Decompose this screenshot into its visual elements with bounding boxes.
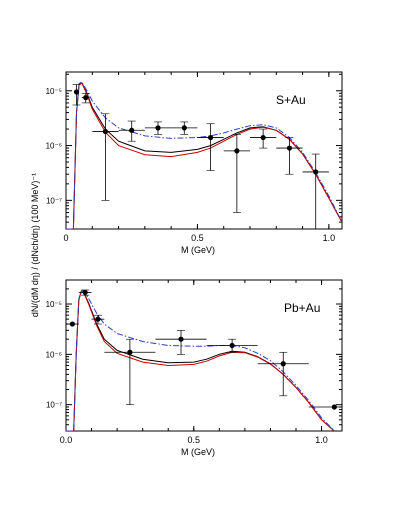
data-point: [276, 137, 303, 175]
shared-y-axis-label: dN/(dM dη) / (dNch/dη) (100 MeV)⁻¹: [30, 173, 40, 317]
data-marker: [83, 95, 89, 101]
data-marker: [102, 128, 109, 135]
x-tick-label: 1.0: [315, 435, 328, 445]
data-marker: [178, 336, 184, 342]
y-tick-label: 10⁻⁶: [46, 142, 62, 151]
data-point: [144, 121, 172, 135]
data-point: [104, 338, 156, 405]
data-marker: [331, 404, 337, 410]
y-tick-label: 10⁻⁵: [46, 87, 62, 96]
data-point: [118, 120, 145, 142]
data-point: [171, 121, 198, 135]
series-line-1: [66, 82, 342, 229]
data-point: [308, 404, 342, 410]
panel-pb-au: 0.0 0.5 1.0 10⁻⁷ 10⁻⁶ 10⁻⁵ M (GeV) Pb+Au: [46, 279, 343, 457]
data-marker: [207, 134, 214, 141]
data-marker: [280, 361, 286, 367]
data-point: [250, 128, 277, 149]
y-tick-label: 10⁻⁵: [46, 300, 62, 309]
x-tick-label: 0: [63, 233, 68, 243]
series-line-2: [66, 81, 342, 229]
x-tick-label: 0.5: [188, 435, 201, 445]
series-line-2: [66, 289, 335, 431]
panel-label: Pb+Au: [284, 301, 320, 315]
data-marker: [260, 134, 266, 141]
x-tick-label: 0.0: [60, 435, 73, 445]
x-tick-label: 0.5: [191, 233, 204, 243]
data-point: [72, 84, 81, 106]
data-marker: [229, 342, 235, 349]
data-point: [257, 351, 309, 397]
data-point: [155, 330, 207, 355]
data-marker: [129, 127, 135, 133]
data-point: [206, 338, 258, 353]
panel-s-au: 0 0.5 1.0 10⁻⁷ 10⁻⁶ 10⁻⁵ M (GeV) S+Au: [46, 71, 343, 255]
data-marker: [313, 169, 319, 175]
y-tick-label: 10⁻⁷: [46, 196, 62, 205]
panel-label: S+Au: [276, 93, 306, 107]
data-point: [66, 321, 79, 327]
data-point: [78, 289, 92, 296]
data-point: [91, 314, 105, 325]
data-point: [92, 113, 119, 201]
data-marker: [155, 125, 161, 131]
data-point: [223, 134, 250, 213]
y-tick-label: 10⁻⁶: [46, 350, 62, 359]
data-point: [302, 153, 329, 229]
data-marker: [95, 316, 101, 322]
data-marker: [286, 145, 293, 151]
data-marker: [69, 321, 75, 327]
data-marker: [82, 289, 88, 296]
x-axis-label: M (GeV): [181, 245, 215, 255]
data-marker: [234, 148, 240, 154]
x-tick-label: 1.0: [323, 233, 336, 243]
data-marker: [127, 349, 133, 355]
plot-frame: [65, 279, 343, 432]
data-point: [197, 123, 224, 171]
data-point: [81, 92, 90, 104]
x-axis-label: M (GeV): [181, 447, 215, 457]
data-marker: [73, 89, 80, 95]
y-tick-label: 10⁻⁷: [46, 401, 62, 410]
data-marker: [181, 125, 187, 131]
